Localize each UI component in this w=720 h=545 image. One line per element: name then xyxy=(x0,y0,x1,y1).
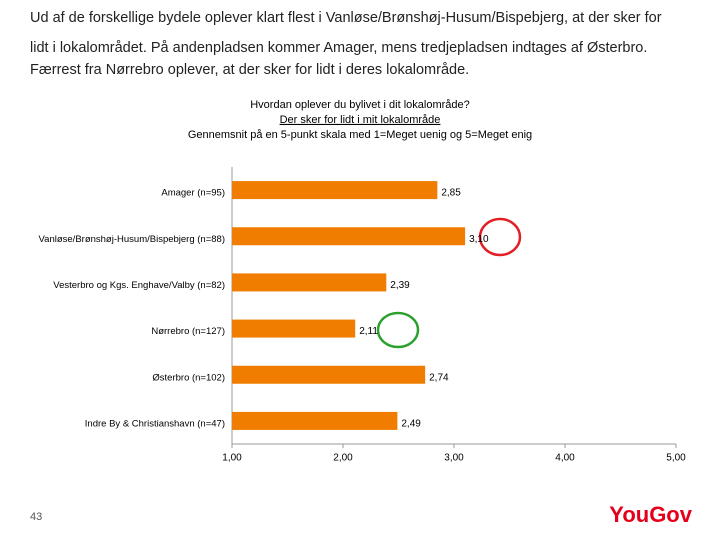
category-label: Amager (n=95) xyxy=(161,188,225,199)
category-label: Nørrebro (n=127) xyxy=(151,326,225,337)
bar xyxy=(232,411,398,430)
highlight-circle xyxy=(376,311,420,349)
bar xyxy=(232,273,387,292)
value-label: 2,74 xyxy=(429,372,449,383)
chart-title: Hvordan oplever du bylivet i dit lokalom… xyxy=(250,99,470,111)
value-label: 2,85 xyxy=(441,188,461,199)
value-label: 2,11 xyxy=(359,326,378,337)
category-label: Vanløse/Brønshøj-Husum/Bispebjerg (n=88) xyxy=(39,234,225,245)
slide-text: Ud af de forskellige bydele oplever klar… xyxy=(30,10,662,26)
category-label: Indre By & Christianshavn (n=47) xyxy=(85,418,225,429)
x-tick-label: 4,00 xyxy=(555,453,575,464)
value-label: 2,39 xyxy=(390,280,410,291)
highlight-circle xyxy=(478,217,522,257)
x-tick-label: 1,00 xyxy=(222,453,242,464)
chart-title: Gennemsnit på en 5-punkt skala med 1=Meg… xyxy=(188,129,532,141)
slide-text: Færrest fra Nørrebro oplever, at der ske… xyxy=(30,62,469,78)
bar xyxy=(232,319,356,338)
chart-title: Der sker for lidt i mit lokalområde xyxy=(280,114,441,126)
bar xyxy=(232,365,426,384)
x-tick-label: 3,00 xyxy=(444,453,464,464)
slide-text: lidt i lokalområdet. På andenpladsen kom… xyxy=(30,40,647,56)
bar xyxy=(232,227,466,246)
value-label: 3,10 xyxy=(469,234,489,245)
x-tick-label: 2,00 xyxy=(333,453,353,464)
bar xyxy=(232,181,438,200)
category-label: Østerbro (n=102) xyxy=(152,372,225,383)
value-label: 2,49 xyxy=(401,419,421,430)
page-number: 43 xyxy=(30,511,42,523)
category-label: Vesterbro og Kgs. Enghave/Valby (n=82) xyxy=(53,280,225,291)
x-tick-label: 5,00 xyxy=(666,453,686,464)
logo: YouGov xyxy=(609,502,692,527)
